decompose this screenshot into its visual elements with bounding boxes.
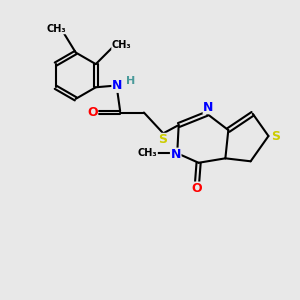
Text: H: H [126,76,135,86]
Text: CH₃: CH₃ [46,24,66,34]
Text: O: O [87,106,98,119]
Text: CH₃: CH₃ [138,148,157,158]
Text: N: N [170,148,181,161]
Text: CH₃: CH₃ [112,40,131,50]
Text: S: S [272,130,280,142]
Text: N: N [112,79,122,92]
Text: S: S [158,134,167,146]
Text: N: N [203,101,214,114]
Text: O: O [192,182,203,195]
